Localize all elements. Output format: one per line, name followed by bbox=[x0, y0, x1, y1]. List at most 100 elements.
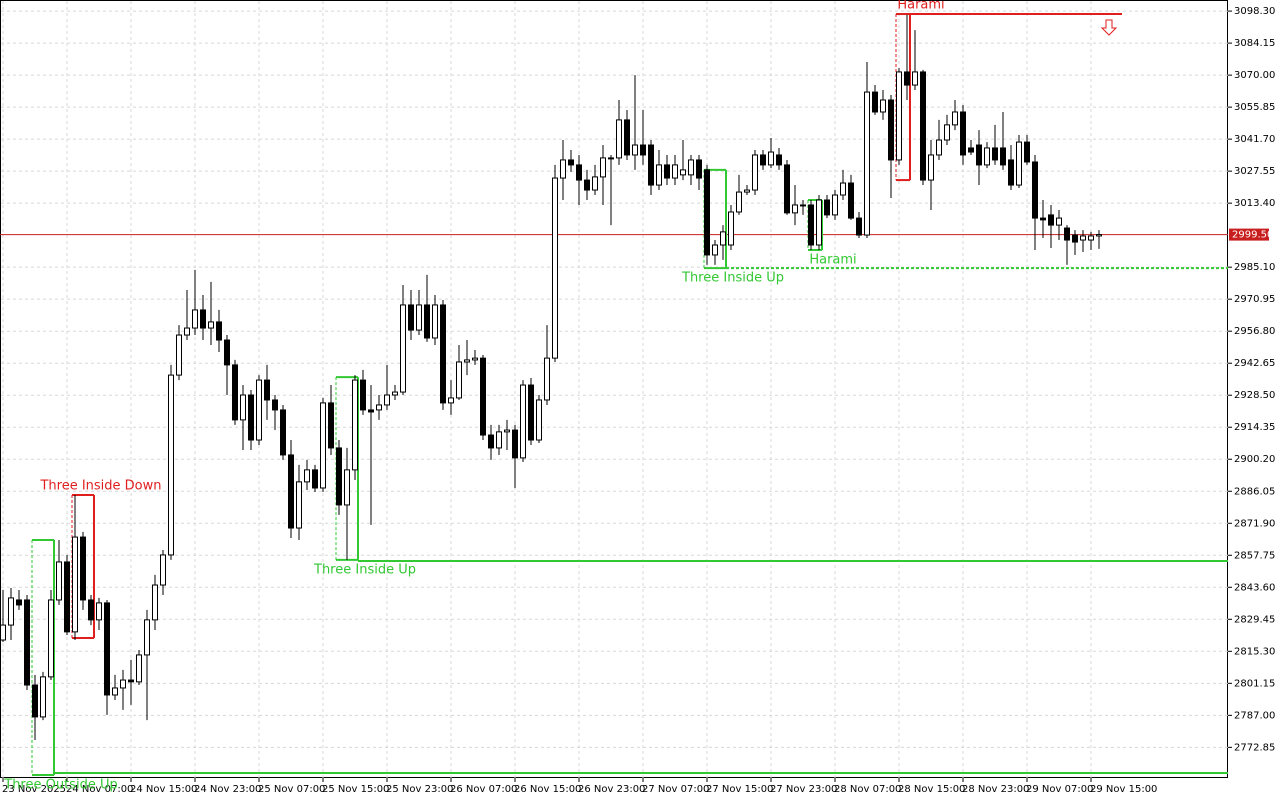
y-tick-label: 3027.55 bbox=[1234, 166, 1275, 177]
candle-body bbox=[128, 679, 134, 683]
y-tick-label: 2772.85 bbox=[1234, 742, 1275, 753]
candle-body bbox=[904, 71, 910, 86]
candle-body bbox=[488, 434, 494, 449]
candle-body bbox=[1024, 141, 1030, 163]
candle-body bbox=[928, 154, 934, 181]
candle-body bbox=[824, 199, 830, 216]
candle-body bbox=[256, 379, 262, 441]
candle-body bbox=[608, 157, 614, 160]
candle-body bbox=[472, 357, 478, 361]
y-tick-label: 3098.30 bbox=[1234, 6, 1275, 17]
candle-body bbox=[968, 147, 974, 153]
x-tick-label: 25 Nov 23:00 bbox=[386, 784, 453, 795]
candle-body bbox=[760, 154, 766, 166]
candle-body bbox=[688, 159, 694, 176]
candle-body bbox=[568, 159, 574, 166]
candle-body bbox=[992, 147, 998, 161]
candle-body bbox=[696, 159, 702, 179]
x-tick-label: 27 Nov 15:00 bbox=[706, 784, 773, 795]
y-tick-label: 2942.65 bbox=[1234, 358, 1275, 369]
candle-body bbox=[1000, 147, 1006, 166]
candle-body bbox=[72, 536, 78, 633]
candle-body bbox=[952, 111, 958, 126]
candle-body bbox=[368, 409, 374, 413]
candle-body bbox=[432, 304, 438, 339]
candle-body bbox=[752, 154, 758, 191]
candle-body bbox=[800, 204, 806, 207]
candle-body bbox=[624, 119, 630, 156]
candle-body bbox=[656, 164, 662, 186]
candle-body bbox=[544, 357, 550, 401]
candle-body bbox=[1040, 217, 1046, 221]
candle-body bbox=[456, 361, 462, 399]
candle-body bbox=[960, 111, 966, 156]
candle-body bbox=[296, 481, 302, 529]
candle-body bbox=[888, 99, 894, 161]
candle-body bbox=[32, 684, 38, 718]
candle-body bbox=[560, 159, 566, 179]
candle-body bbox=[168, 374, 174, 556]
candle-body bbox=[184, 327, 190, 336]
candle-body bbox=[64, 561, 70, 633]
candle-body bbox=[672, 164, 678, 179]
pattern-label: Three Inside Down bbox=[39, 478, 161, 493]
candle-body bbox=[120, 679, 126, 689]
candle-body bbox=[864, 91, 870, 236]
candle-body bbox=[48, 599, 54, 678]
y-tick-label: 2970.95 bbox=[1234, 294, 1275, 305]
candle-body bbox=[200, 309, 206, 329]
candle-body bbox=[1064, 227, 1070, 241]
y-tick-label: 3070.00 bbox=[1234, 70, 1275, 81]
y-tick-label: 2886.05 bbox=[1234, 486, 1275, 497]
candle-body bbox=[720, 231, 726, 246]
candle-body bbox=[96, 602, 102, 621]
x-tick-label: 28 Nov 15:00 bbox=[898, 784, 965, 795]
candle-body bbox=[400, 304, 406, 393]
candle-body bbox=[792, 204, 798, 214]
candle-body bbox=[920, 71, 926, 181]
candle-body bbox=[936, 139, 942, 156]
y-tick-label: 2914.35 bbox=[1234, 422, 1275, 433]
candle-body bbox=[376, 404, 382, 411]
candle-body bbox=[552, 177, 558, 359]
candle-body bbox=[280, 409, 286, 456]
candle-body bbox=[1080, 235, 1086, 241]
candle-body bbox=[320, 402, 326, 489]
candle-body bbox=[104, 602, 110, 696]
x-tick-label: 27 Nov 07:00 bbox=[642, 784, 709, 795]
candle-body bbox=[328, 402, 334, 449]
x-tick-label: 26 Nov 23:00 bbox=[578, 784, 645, 795]
candle-body bbox=[40, 676, 46, 718]
y-tick-label: 2985.10 bbox=[1234, 262, 1275, 273]
candle-body bbox=[0, 624, 6, 641]
candle-body bbox=[8, 597, 14, 626]
candle-body bbox=[416, 304, 422, 331]
candle-body bbox=[600, 157, 606, 178]
y-tick-label: 3041.70 bbox=[1234, 134, 1275, 145]
candle-body bbox=[176, 334, 182, 376]
candle-body bbox=[856, 217, 862, 236]
candle-body bbox=[728, 211, 734, 246]
candle-body bbox=[584, 179, 590, 191]
y-tick-label: 2829.45 bbox=[1234, 614, 1275, 625]
y-tick-label: 2928.50 bbox=[1234, 390, 1275, 401]
x-tick-label: 24 Nov 15:00 bbox=[130, 784, 197, 795]
candle-body bbox=[912, 71, 918, 86]
candle-body bbox=[512, 429, 518, 459]
candle-body bbox=[464, 359, 470, 363]
y-tick-label: 2857.75 bbox=[1234, 550, 1275, 561]
y-tick-label: 2871.90 bbox=[1234, 518, 1275, 529]
last-price-box bbox=[1229, 228, 1269, 241]
candle-body bbox=[1072, 234, 1078, 243]
candle-body bbox=[304, 469, 310, 483]
candle-body bbox=[744, 189, 750, 193]
y-tick-label: 2956.80 bbox=[1234, 326, 1275, 337]
candle-body bbox=[144, 619, 150, 656]
candle-body bbox=[1008, 159, 1014, 186]
candle-body bbox=[56, 561, 62, 601]
x-tick-label: 23 Nov 2025 bbox=[2, 784, 66, 795]
candle-body bbox=[816, 199, 822, 246]
candle-body bbox=[480, 357, 486, 436]
x-tick-label: 29 Nov 07:00 bbox=[1026, 784, 1093, 795]
